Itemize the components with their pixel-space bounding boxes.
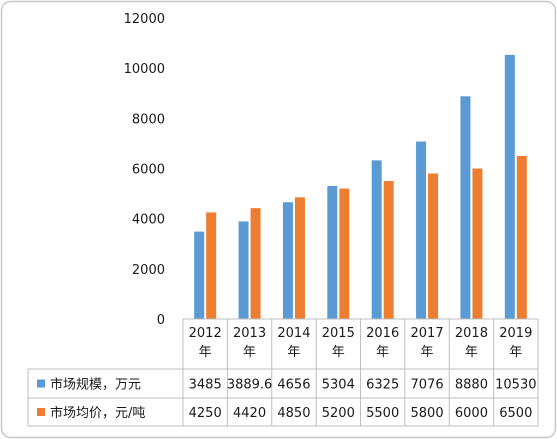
category-label: 年 (376, 345, 389, 360)
category-label: 2013 (233, 326, 266, 341)
y-tick-label: 10000 (124, 62, 165, 77)
y-tick-label: 0 (157, 313, 165, 328)
bar-market-size-1 (238, 221, 249, 319)
bar-avg-price-1 (250, 208, 261, 319)
bar-avg-price-0 (206, 212, 217, 319)
y-tick-label: 4000 (132, 213, 165, 228)
bar-avg-price-7 (516, 155, 527, 319)
table-cell-value: 5304 (322, 378, 355, 393)
y-tick-label: 12000 (124, 12, 165, 27)
bar-avg-price-4 (383, 181, 394, 319)
legend-label: 市场均价，元/吨 (50, 405, 145, 421)
bar-avg-price-5 (428, 173, 439, 319)
category-label: 2015 (322, 326, 355, 341)
table-cell-value: 8880 (455, 378, 488, 393)
category-label: 年 (509, 345, 522, 360)
y-axis-ticks: 0 2000 4000 6000 8000 10000 12000 (124, 12, 165, 328)
table-cell-value: 7076 (411, 378, 444, 393)
bar-market-size-0 (194, 231, 205, 319)
category-label: 年 (421, 345, 434, 360)
table-cell-value: 4656 (277, 378, 310, 393)
category-label: 年 (287, 345, 300, 360)
table-cell-value: 6500 (499, 406, 532, 421)
category-label: 2012 (189, 326, 222, 341)
category-label: 2018 (455, 326, 488, 341)
category-label: 年 (243, 345, 256, 360)
bar-market-size-2 (282, 202, 293, 319)
table-cell-value: 4420 (233, 406, 266, 421)
category-label: 年 (465, 345, 478, 360)
category-label: 2016 (366, 326, 399, 341)
table-cell-value: 4850 (277, 406, 310, 421)
legend-swatch (37, 408, 45, 416)
category-label: 2019 (499, 326, 532, 341)
table-cell-value: 6000 (455, 406, 488, 421)
table-cell-value: 3889.6 (227, 378, 273, 393)
bar-avg-price-3 (339, 188, 350, 319)
bar-market-size-3 (327, 185, 338, 319)
table-cell-value: 5500 (366, 406, 399, 421)
category-label: 2017 (411, 326, 444, 341)
data-table: 2012 年 2013 年 2014 年 2015 年 2016 年 2017 年 2018 年 2019 年… (27, 318, 539, 427)
category-label: 年 (199, 345, 212, 360)
category-label: 2014 (277, 326, 310, 341)
table-cell-value: 4250 (189, 406, 222, 421)
table-cell-value: 5800 (411, 406, 444, 421)
bar-market-size-7 (504, 54, 515, 320)
bar-avg-price-2 (294, 197, 305, 319)
category-label: 年 (332, 345, 345, 360)
table-cell-value: 10530 (495, 378, 536, 393)
table-cell-value: 5200 (322, 406, 355, 421)
y-tick-label: 2000 (132, 263, 165, 278)
bar-market-size-5 (416, 141, 427, 319)
y-tick-label: 6000 (132, 163, 165, 178)
bar-market-size-4 (371, 160, 382, 319)
table-cell-value: 6325 (366, 378, 399, 393)
bar-market-size-6 (460, 96, 471, 319)
table-cell-value: 3485 (189, 378, 222, 393)
legend-swatch (37, 379, 45, 388)
y-tick-label: 8000 (132, 112, 165, 127)
bar-avg-price-6 (472, 168, 483, 319)
legend-label: 市场规模，万元 (50, 377, 141, 393)
bars-group (194, 54, 527, 320)
